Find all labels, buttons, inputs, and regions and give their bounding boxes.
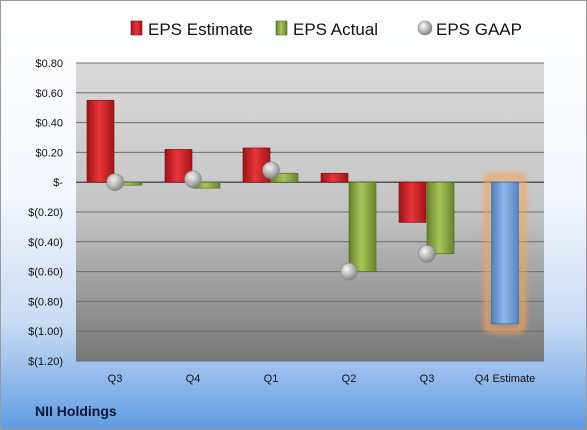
marker-eps-gaap bbox=[106, 173, 124, 191]
x-category-label: Q3 bbox=[108, 373, 123, 385]
x-category-label: Q4 bbox=[186, 373, 201, 385]
y-tick-label: $(1.00) bbox=[28, 326, 63, 338]
legend: EPS Estimate EPS Actual EPS GAAP bbox=[130, 20, 522, 39]
y-tick-label: $(0.20) bbox=[28, 207, 63, 219]
y-axis: $0.80 $0.60 $0.40 $0.20 $- $(0.20) $(0.40) $(0.… bbox=[28, 58, 63, 368]
x-category-label: Q2 bbox=[342, 373, 357, 385]
bars bbox=[86, 99, 526, 334]
gridlines bbox=[76, 62, 544, 362]
marker-eps-gaap bbox=[184, 170, 202, 189]
y-tick-label: $0.60 bbox=[35, 88, 63, 100]
marker-eps-gaap bbox=[262, 161, 280, 180]
y-tick-label: $- bbox=[53, 177, 63, 189]
bar-eps-estimate bbox=[320, 172, 349, 183]
y-tick-label: $(0.60) bbox=[28, 267, 63, 279]
x-category-label: Q4 Estimate bbox=[475, 373, 536, 385]
bar-eps-actual bbox=[348, 181, 377, 272]
bar-eps-estimate bbox=[86, 99, 115, 183]
y-tick-label: $0.80 bbox=[35, 58, 63, 70]
marker-eps-gaap bbox=[340, 262, 358, 281]
legend-label: EPS Estimate bbox=[148, 20, 253, 39]
legend-swatch-eps-estimate bbox=[130, 20, 143, 36]
x-category-label: Q1 bbox=[264, 373, 279, 385]
legend-label: EPS GAAP bbox=[436, 20, 522, 39]
y-tick-label: $(0.40) bbox=[28, 237, 63, 249]
legend-label: EPS Actual bbox=[293, 20, 378, 39]
y-tick-label: $(1.20) bbox=[28, 356, 63, 368]
bar-eps-estimate bbox=[398, 181, 427, 223]
x-axis: Q3 Q4 Q1 Q2 Q3 Q4 Estimate bbox=[108, 373, 536, 385]
y-tick-label: $0.20 bbox=[35, 147, 63, 159]
legend-swatch-eps-gaap bbox=[417, 20, 433, 36]
x-category-label: Q3 bbox=[420, 373, 435, 385]
company-name: NII Holdings bbox=[35, 403, 117, 419]
y-tick-label: $(0.80) bbox=[28, 296, 63, 308]
y-tick-label: $0.40 bbox=[35, 118, 63, 130]
estimate-highlight bbox=[484, 172, 526, 334]
marker-eps-gaap bbox=[418, 244, 436, 263]
bar-eps-estimate bbox=[491, 181, 519, 325]
legend-swatch-eps-actual bbox=[275, 20, 288, 36]
bar-eps-actual bbox=[426, 181, 455, 255]
